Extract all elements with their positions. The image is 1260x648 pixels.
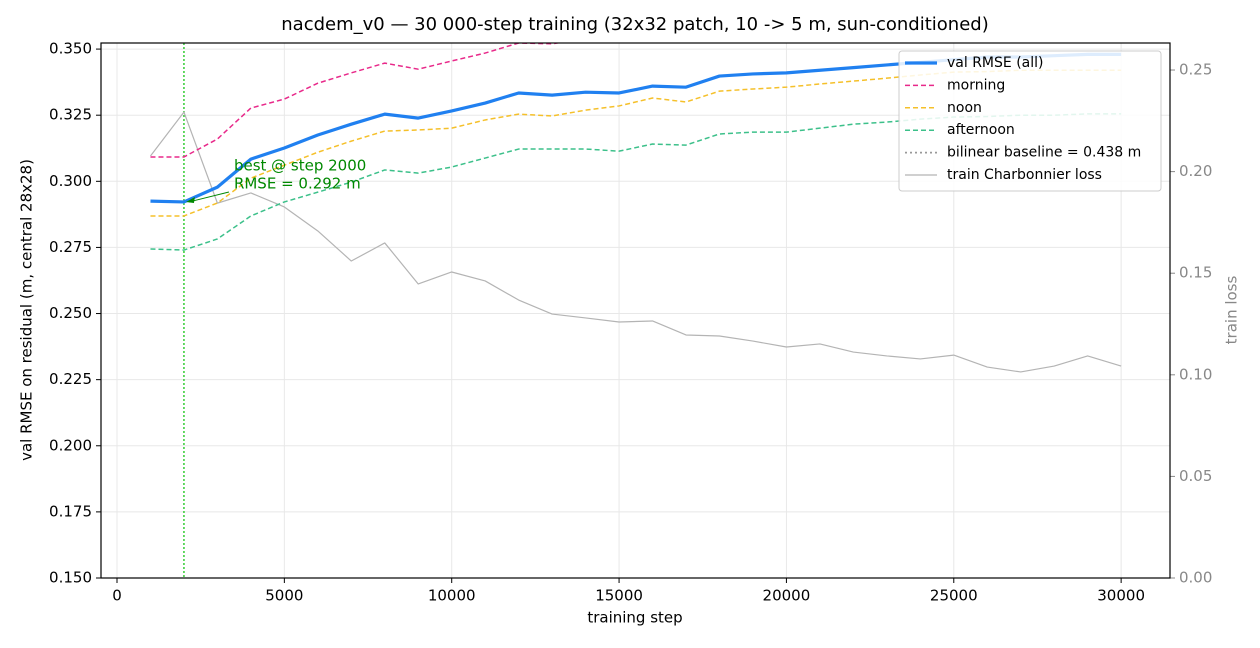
legend-label: noon — [947, 100, 982, 116]
y2-tick-label: 0.00 — [1179, 569, 1212, 587]
y2-tick-label: 0.05 — [1179, 467, 1212, 485]
y-tick-label: 0.250 — [49, 304, 92, 322]
y-tick-label: 0.175 — [49, 502, 92, 520]
y-tick-label: 0.225 — [49, 370, 92, 388]
legend-label: morning — [947, 77, 1005, 93]
x-tick-label: 25000 — [930, 587, 978, 605]
legend-label: val RMSE (all) — [947, 55, 1043, 71]
chart-title: nacdem_v0 — 30 000-step training (32x32 … — [281, 14, 988, 35]
y2-tick-label: 0.15 — [1179, 264, 1212, 282]
legend-label: bilinear baseline = 0.438 m — [947, 145, 1141, 161]
y2-tick-label: 0.10 — [1179, 365, 1212, 383]
y-tick-label: 0.275 — [49, 238, 92, 256]
x-tick-label: 15000 — [595, 587, 643, 605]
y2-tick-label: 0.20 — [1179, 162, 1212, 180]
y-tick-label: 0.325 — [49, 106, 92, 124]
x-tick-label: 10000 — [428, 587, 476, 605]
y-tick-label: 0.300 — [49, 172, 92, 190]
x-axis-label: training step — [587, 609, 682, 627]
y-tick-label: 0.150 — [49, 569, 92, 587]
legend-label: train Charbonnier loss — [947, 167, 1102, 183]
x-tick-label: 5000 — [265, 587, 303, 605]
series-line — [149, 111, 1122, 373]
plot-frame — [100, 42, 1171, 579]
annotation-text: RMSE = 0.292 m — [234, 175, 361, 193]
x-tick-label: 20000 — [763, 587, 811, 605]
y-tick-label: 0.350 — [49, 40, 92, 58]
y-tick-label: 0.200 — [49, 436, 92, 454]
y2-axis-label: train loss — [1223, 275, 1241, 344]
annotation-text: best @ step 2000 — [234, 157, 366, 175]
x-tick-label: 30000 — [1097, 587, 1145, 605]
y2-tick-label: 0.25 — [1179, 61, 1212, 79]
annotation-arrowhead — [185, 196, 195, 203]
y-axis-label: val RMSE on residual (m, central 28x28) — [18, 159, 36, 461]
x-tick-label: 0 — [112, 587, 122, 605]
legend-label: afternoon — [947, 122, 1015, 138]
annotation-arrow — [188, 191, 230, 203]
legend-box — [898, 50, 1162, 192]
